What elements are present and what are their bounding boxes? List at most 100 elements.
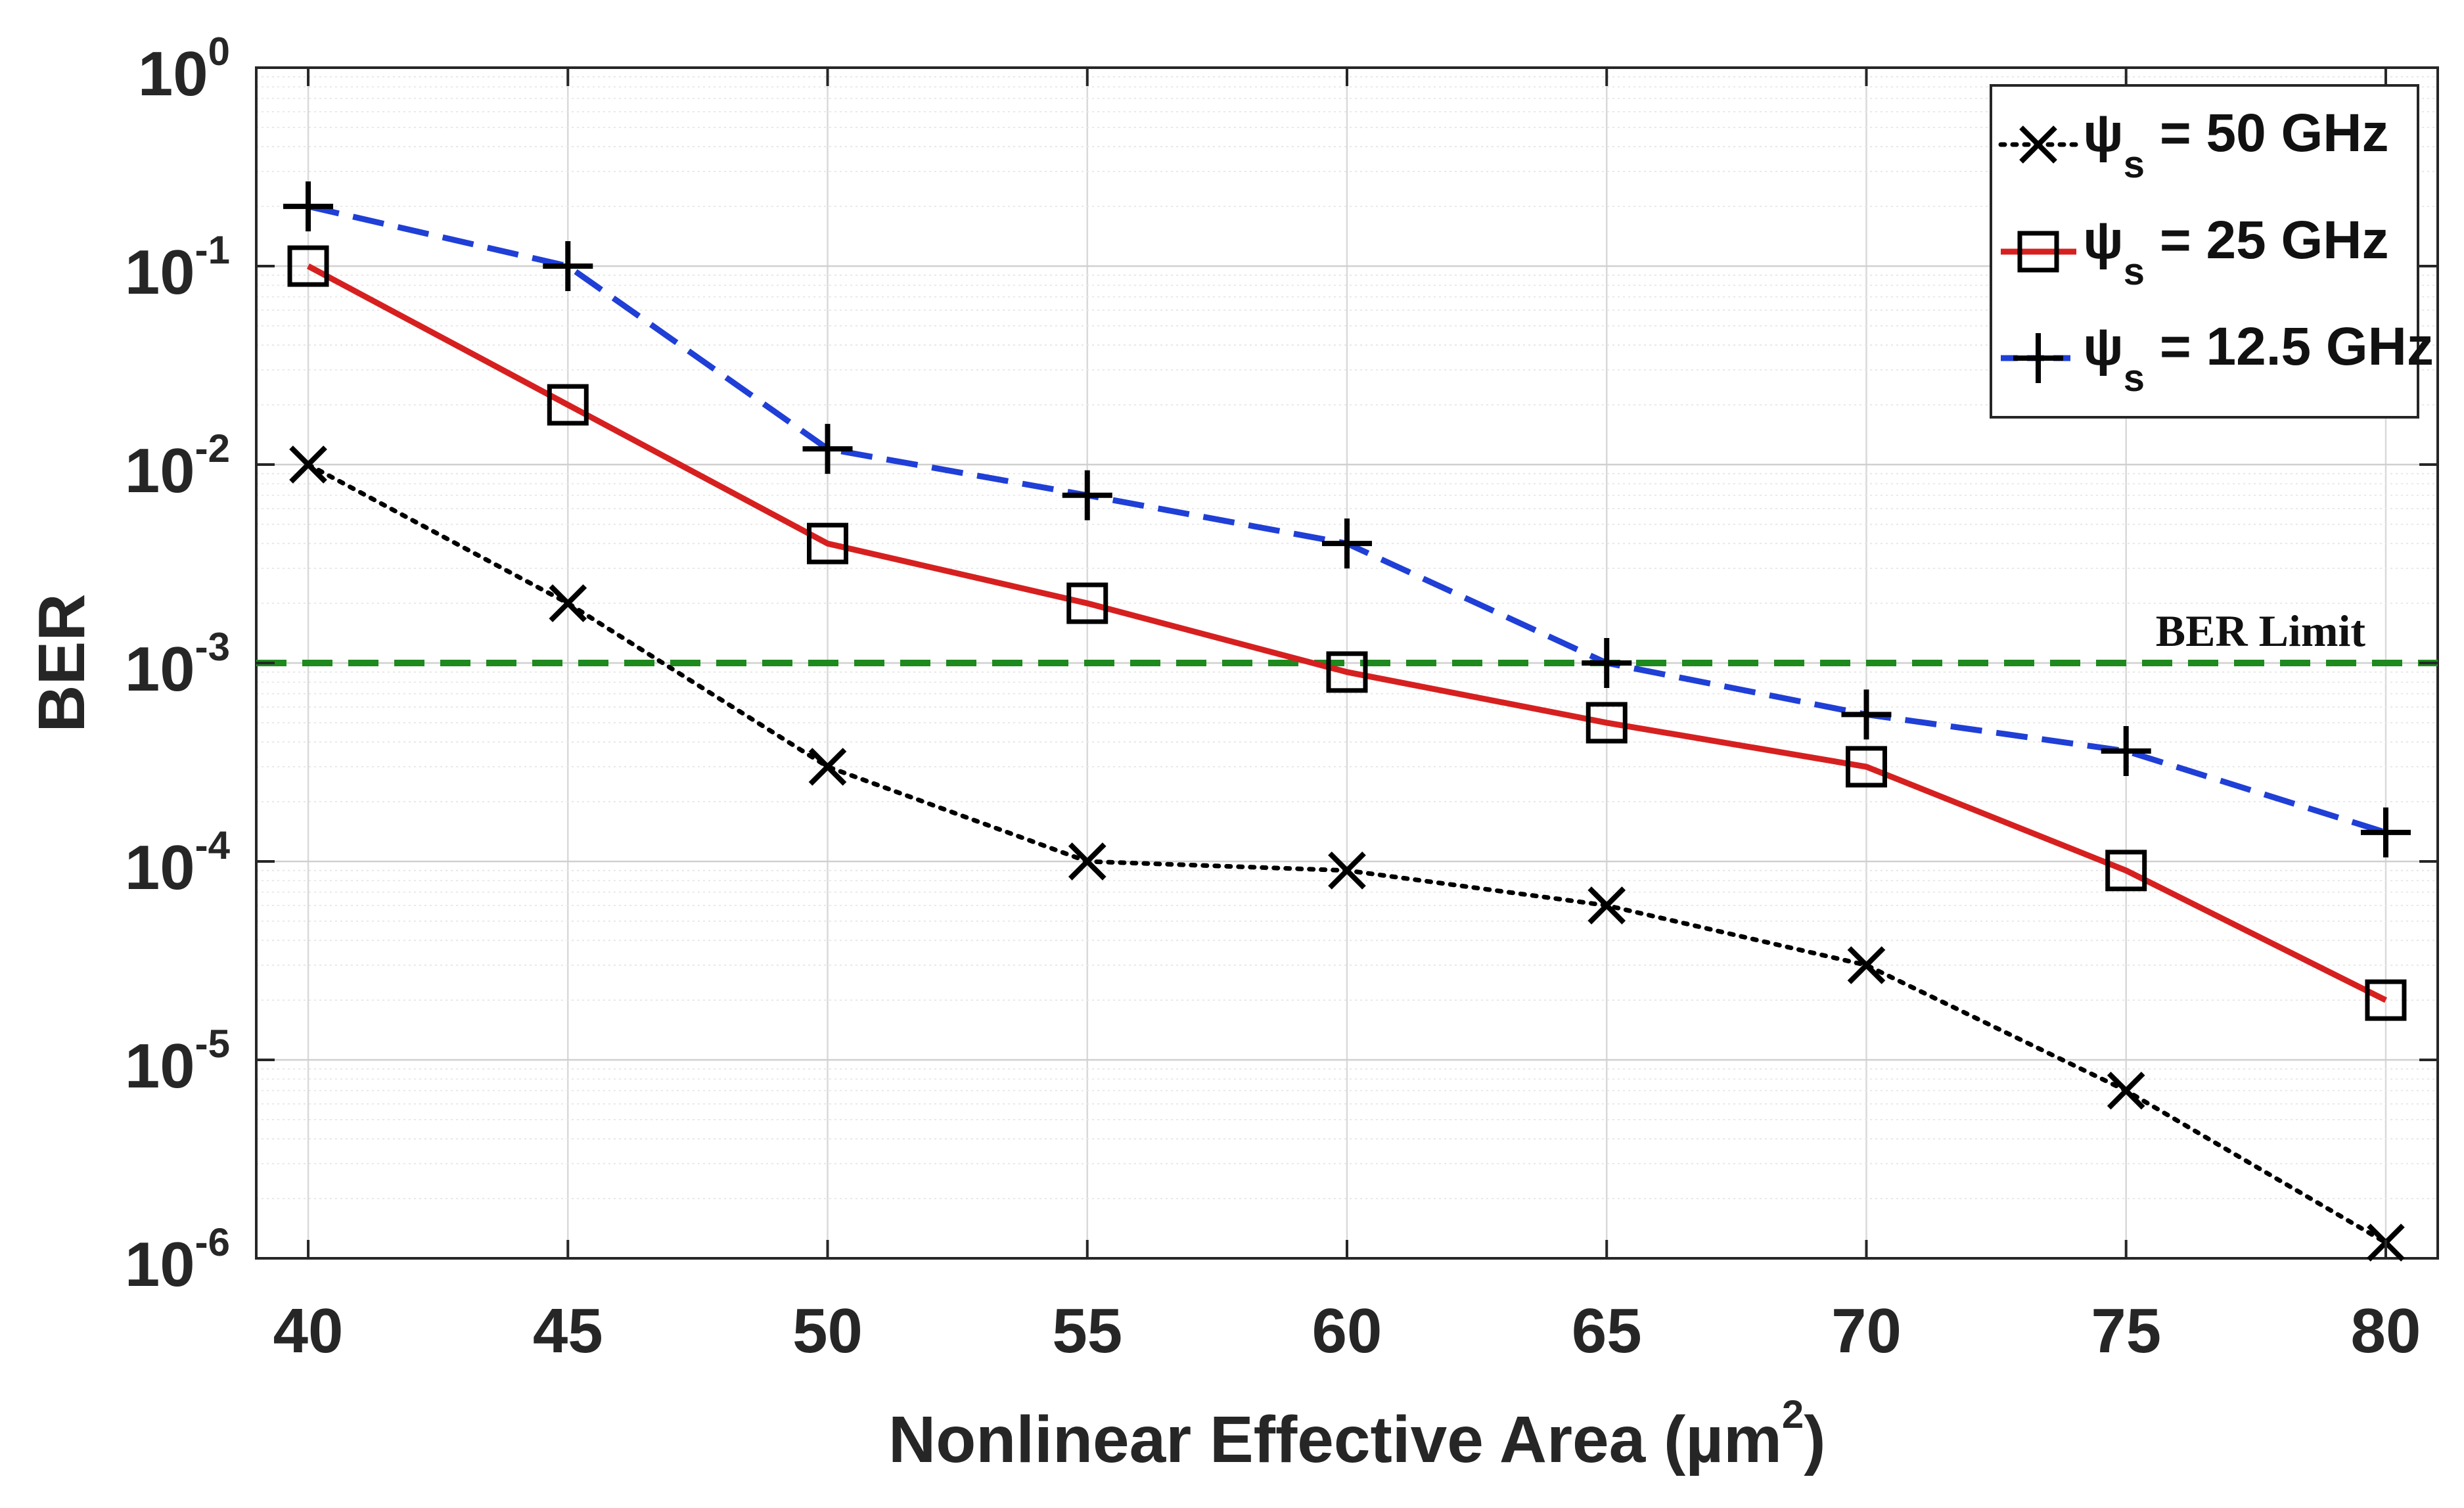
x-axis-label-main: Nonlinear Effective Area (µm xyxy=(888,1403,1782,1476)
data-point-plus xyxy=(802,424,853,474)
y-tick-base: 10 xyxy=(125,436,195,506)
marker-stroke xyxy=(2107,1071,2145,1110)
marker-square xyxy=(2105,850,2147,892)
y-tick-exponent: -4 xyxy=(195,823,231,867)
y-axis-label: BER xyxy=(25,593,99,732)
marker-stroke xyxy=(549,584,587,622)
legend-value: = 25 GHz xyxy=(2145,210,2388,270)
data-point-square xyxy=(547,384,589,426)
y-tick-base: 10 xyxy=(125,1229,195,1300)
marker-square xyxy=(2365,979,2407,1021)
marker-stroke xyxy=(289,446,327,484)
data-point-plus xyxy=(543,241,593,291)
data-point-x xyxy=(1328,851,1366,890)
legend-symbol: ψ xyxy=(2083,210,2124,270)
y-tick-label: 10-1 xyxy=(125,228,230,308)
data-point-x xyxy=(1068,842,1107,880)
legend-symbol: ψ xyxy=(2083,317,2124,377)
x-axis-label-superscript: 2 xyxy=(1782,1392,1804,1436)
legend-value: = 50 GHz xyxy=(2145,103,2388,163)
data-point-x xyxy=(2107,1071,2145,1110)
data-point-square xyxy=(2105,850,2147,892)
legend-marker xyxy=(2017,231,2059,273)
data-point-x xyxy=(1587,886,1626,925)
legend-subscript: s xyxy=(2124,357,2145,400)
data-point-plus xyxy=(1322,518,1372,569)
legend-marker xyxy=(2013,333,2063,383)
x-tick-label: 65 xyxy=(1572,1296,1642,1366)
data-point-plus xyxy=(2360,807,2411,857)
data-point-plus xyxy=(1841,689,1892,740)
y-tick-base: 10 xyxy=(125,634,195,704)
grid xyxy=(256,66,2438,1260)
x-axis-label: Nonlinear Effective Area (µm2) xyxy=(888,1392,1826,1476)
data-point-square xyxy=(1845,746,1887,788)
legend-item: ψs = 50 GHz xyxy=(1998,103,2389,186)
marker-stroke xyxy=(808,748,847,786)
series-group xyxy=(283,181,2411,1262)
marker-square xyxy=(1326,651,1368,693)
series-line-square xyxy=(306,263,2388,1003)
x-tick-label: 45 xyxy=(533,1296,603,1366)
data-point-plus xyxy=(1062,470,1112,520)
data-point-plus xyxy=(1582,638,1632,688)
data-point-square xyxy=(1326,651,1368,693)
marker-stroke xyxy=(1847,946,1886,984)
x-tick-label: 40 xyxy=(273,1296,344,1366)
data-point-square xyxy=(1066,582,1108,624)
x-tick-label: 70 xyxy=(1831,1296,1902,1366)
legend-item: ψs = 12.5 GHz xyxy=(2001,317,2434,400)
x-tick-label: 55 xyxy=(1052,1296,1122,1366)
legend-subscript: s xyxy=(2124,143,2145,186)
reference-line-group: BER Limit xyxy=(256,606,2438,666)
marker-square xyxy=(807,522,849,564)
marker-square xyxy=(287,245,329,287)
legend-label: ψs = 50 GHz xyxy=(2083,103,2389,186)
data-point-plus xyxy=(283,181,334,232)
y-tick-label: 10-2 xyxy=(125,426,230,506)
x-tick-label: 50 xyxy=(792,1296,863,1366)
y-tick-exponent: -3 xyxy=(195,625,230,669)
y-tick-exponent: -2 xyxy=(195,426,230,470)
y-tick-base: 10 xyxy=(125,237,195,308)
marker-stroke xyxy=(1068,842,1107,880)
legend-value: = 12.5 GHz xyxy=(2145,317,2434,377)
legend-symbol: ψ xyxy=(2083,103,2124,163)
legend-item: ψs = 25 GHz xyxy=(2001,210,2389,293)
ber-limit-label: BER Limit xyxy=(2156,606,2366,656)
y-tick-label: 10-3 xyxy=(125,625,230,704)
legend-label: ψs = 12.5 GHz xyxy=(2083,317,2434,400)
marker-square xyxy=(2017,231,2059,273)
data-point-x xyxy=(289,446,327,484)
x-tick-label: 60 xyxy=(1312,1296,1382,1366)
legend-label: ψs = 25 GHz xyxy=(2083,210,2389,293)
data-point-square xyxy=(807,522,849,564)
y-tick-base: 10 xyxy=(125,1031,195,1101)
marker-square xyxy=(1066,582,1108,624)
marker-stroke xyxy=(1328,851,1366,890)
data-point-x xyxy=(549,584,587,622)
y-tick-exponent: -5 xyxy=(195,1022,230,1066)
legend-subscript: s xyxy=(2124,250,2145,293)
data-point-x xyxy=(1847,946,1886,984)
x-axis-label-tail: ) xyxy=(1804,1403,1825,1476)
data-point-x xyxy=(808,748,847,786)
y-tick-exponent: -6 xyxy=(195,1220,230,1264)
y-tick-label: 100 xyxy=(138,30,230,109)
x-tick-label: 75 xyxy=(2091,1296,2161,1366)
tick-labels: 40 45 50 55 60 65 70 75 8010010-110-210-310-410-… xyxy=(125,30,2438,1366)
x-tick-label: 80 xyxy=(2351,1296,2421,1366)
marker-square xyxy=(547,384,589,426)
marker-square xyxy=(1586,702,1628,744)
marker-stroke xyxy=(1587,886,1626,925)
data-point-square xyxy=(287,245,329,287)
y-tick-label: 10-4 xyxy=(125,823,231,903)
y-tick-label: 10-6 xyxy=(125,1220,230,1300)
y-tick-exponent: 0 xyxy=(208,30,230,74)
marker-square xyxy=(1845,746,1887,788)
y-tick-label: 10-5 xyxy=(125,1022,230,1101)
data-point-plus xyxy=(2101,725,2151,776)
y-tick-base: 10 xyxy=(125,833,195,903)
